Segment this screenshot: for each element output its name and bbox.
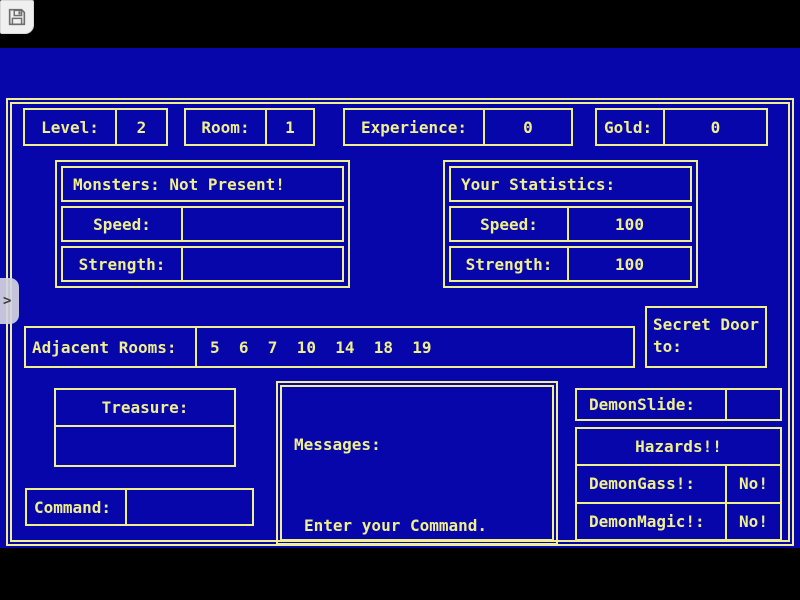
messages-body: Enter your Command. <box>304 516 488 535</box>
secret-door-box: Secret Door to: <box>645 306 767 368</box>
secret-door-line2: to: <box>653 337 682 356</box>
experience-value: 0 <box>483 110 571 144</box>
messages-header: Messages: <box>294 435 381 454</box>
demonmagic-row: DemonMagic!: No! <box>577 501 780 539</box>
messages-box: Messages: Enter your Command. <box>276 381 558 545</box>
room-box: Room: 1 <box>184 108 315 146</box>
player-speed-label: Speed: <box>480 214 538 234</box>
save-button[interactable] <box>0 0 34 34</box>
top-black-bar <box>0 0 800 48</box>
secret-door-line1: Secret Door <box>653 315 759 334</box>
level-label: Level: <box>41 117 99 137</box>
monsters-panel: Monsters: Not Present! Speed: Strength: <box>55 160 350 288</box>
adjacent-rooms-values: 5 6 7 10 14 18 19 <box>195 328 633 366</box>
command-box: Command: <box>25 488 254 526</box>
experience-box: Experience: 0 <box>343 108 573 146</box>
hazards-header: Hazards!! <box>635 437 722 457</box>
monster-strength-value <box>181 248 342 280</box>
monster-speed-row: Speed: <box>61 206 344 242</box>
adjacent-rooms-label: Adjacent Rooms: <box>32 337 177 357</box>
demongass-value: No! <box>725 466 780 502</box>
demonmagic-label: DemonMagic!: <box>589 511 705 531</box>
command-label: Command: <box>34 497 112 517</box>
room-label: Room: <box>201 117 250 137</box>
your-statistics-panel: Your Statistics: Speed: 100 Strength: 10… <box>443 160 698 288</box>
messages-inner: Messages: Enter your Command. <box>280 385 554 541</box>
chevron-right-icon: > <box>3 293 12 309</box>
hazards-panel: Hazards!! DemonGass!: No! DemonMagic!: N… <box>575 427 782 541</box>
demongass-row: DemonGass!: No! <box>577 464 780 502</box>
player-strength-row: Strength: 100 <box>449 246 692 282</box>
level-value: 2 <box>115 110 166 144</box>
room-value: 1 <box>265 110 313 144</box>
command-input[interactable] <box>125 490 252 524</box>
monster-speed-label: Speed: <box>93 214 151 234</box>
bottom-black-bar <box>0 548 800 600</box>
monster-strength-label: Strength: <box>78 254 166 274</box>
gold-label: Gold: <box>604 117 653 137</box>
monster-strength-row: Strength: <box>61 246 344 282</box>
player-strength-value: 100 <box>567 248 690 280</box>
experience-label: Experience: <box>361 117 467 137</box>
demongass-label: DemonGass!: <box>589 474 695 494</box>
treasure-content <box>56 427 234 465</box>
player-strength-label: Strength: <box>465 254 553 274</box>
demonslide-label: DemonSlide: <box>589 395 695 414</box>
main-frame: Level: 2 Room: 1 Experience: 0 Gold: 0 M… <box>6 98 794 546</box>
game-window: Level: 2 Room: 1 Experience: 0 Gold: 0 M… <box>0 48 800 548</box>
treasure-header: Treasure: <box>56 390 234 427</box>
adjacent-rooms-box: Adjacent Rooms: 5 6 7 10 14 18 19 <box>24 326 635 368</box>
player-speed-value: 100 <box>567 208 690 240</box>
monsters-header: Monsters: Not Present! <box>61 166 344 202</box>
demonmagic-value: No! <box>725 503 780 539</box>
gold-box: Gold: 0 <box>595 108 768 146</box>
floppy-disk-icon <box>8 8 26 26</box>
gold-value: 0 <box>663 110 766 144</box>
demonslide-box: DemonSlide: <box>575 388 782 421</box>
your-statistics-header: Your Statistics: <box>449 166 692 202</box>
sidebar-expand-tab[interactable]: > <box>0 278 19 324</box>
player-speed-row: Speed: 100 <box>449 206 692 242</box>
monster-speed-value <box>181 208 342 240</box>
level-box: Level: 2 <box>23 108 168 146</box>
demonslide-value <box>725 390 780 419</box>
treasure-box: Treasure: <box>54 388 236 467</box>
